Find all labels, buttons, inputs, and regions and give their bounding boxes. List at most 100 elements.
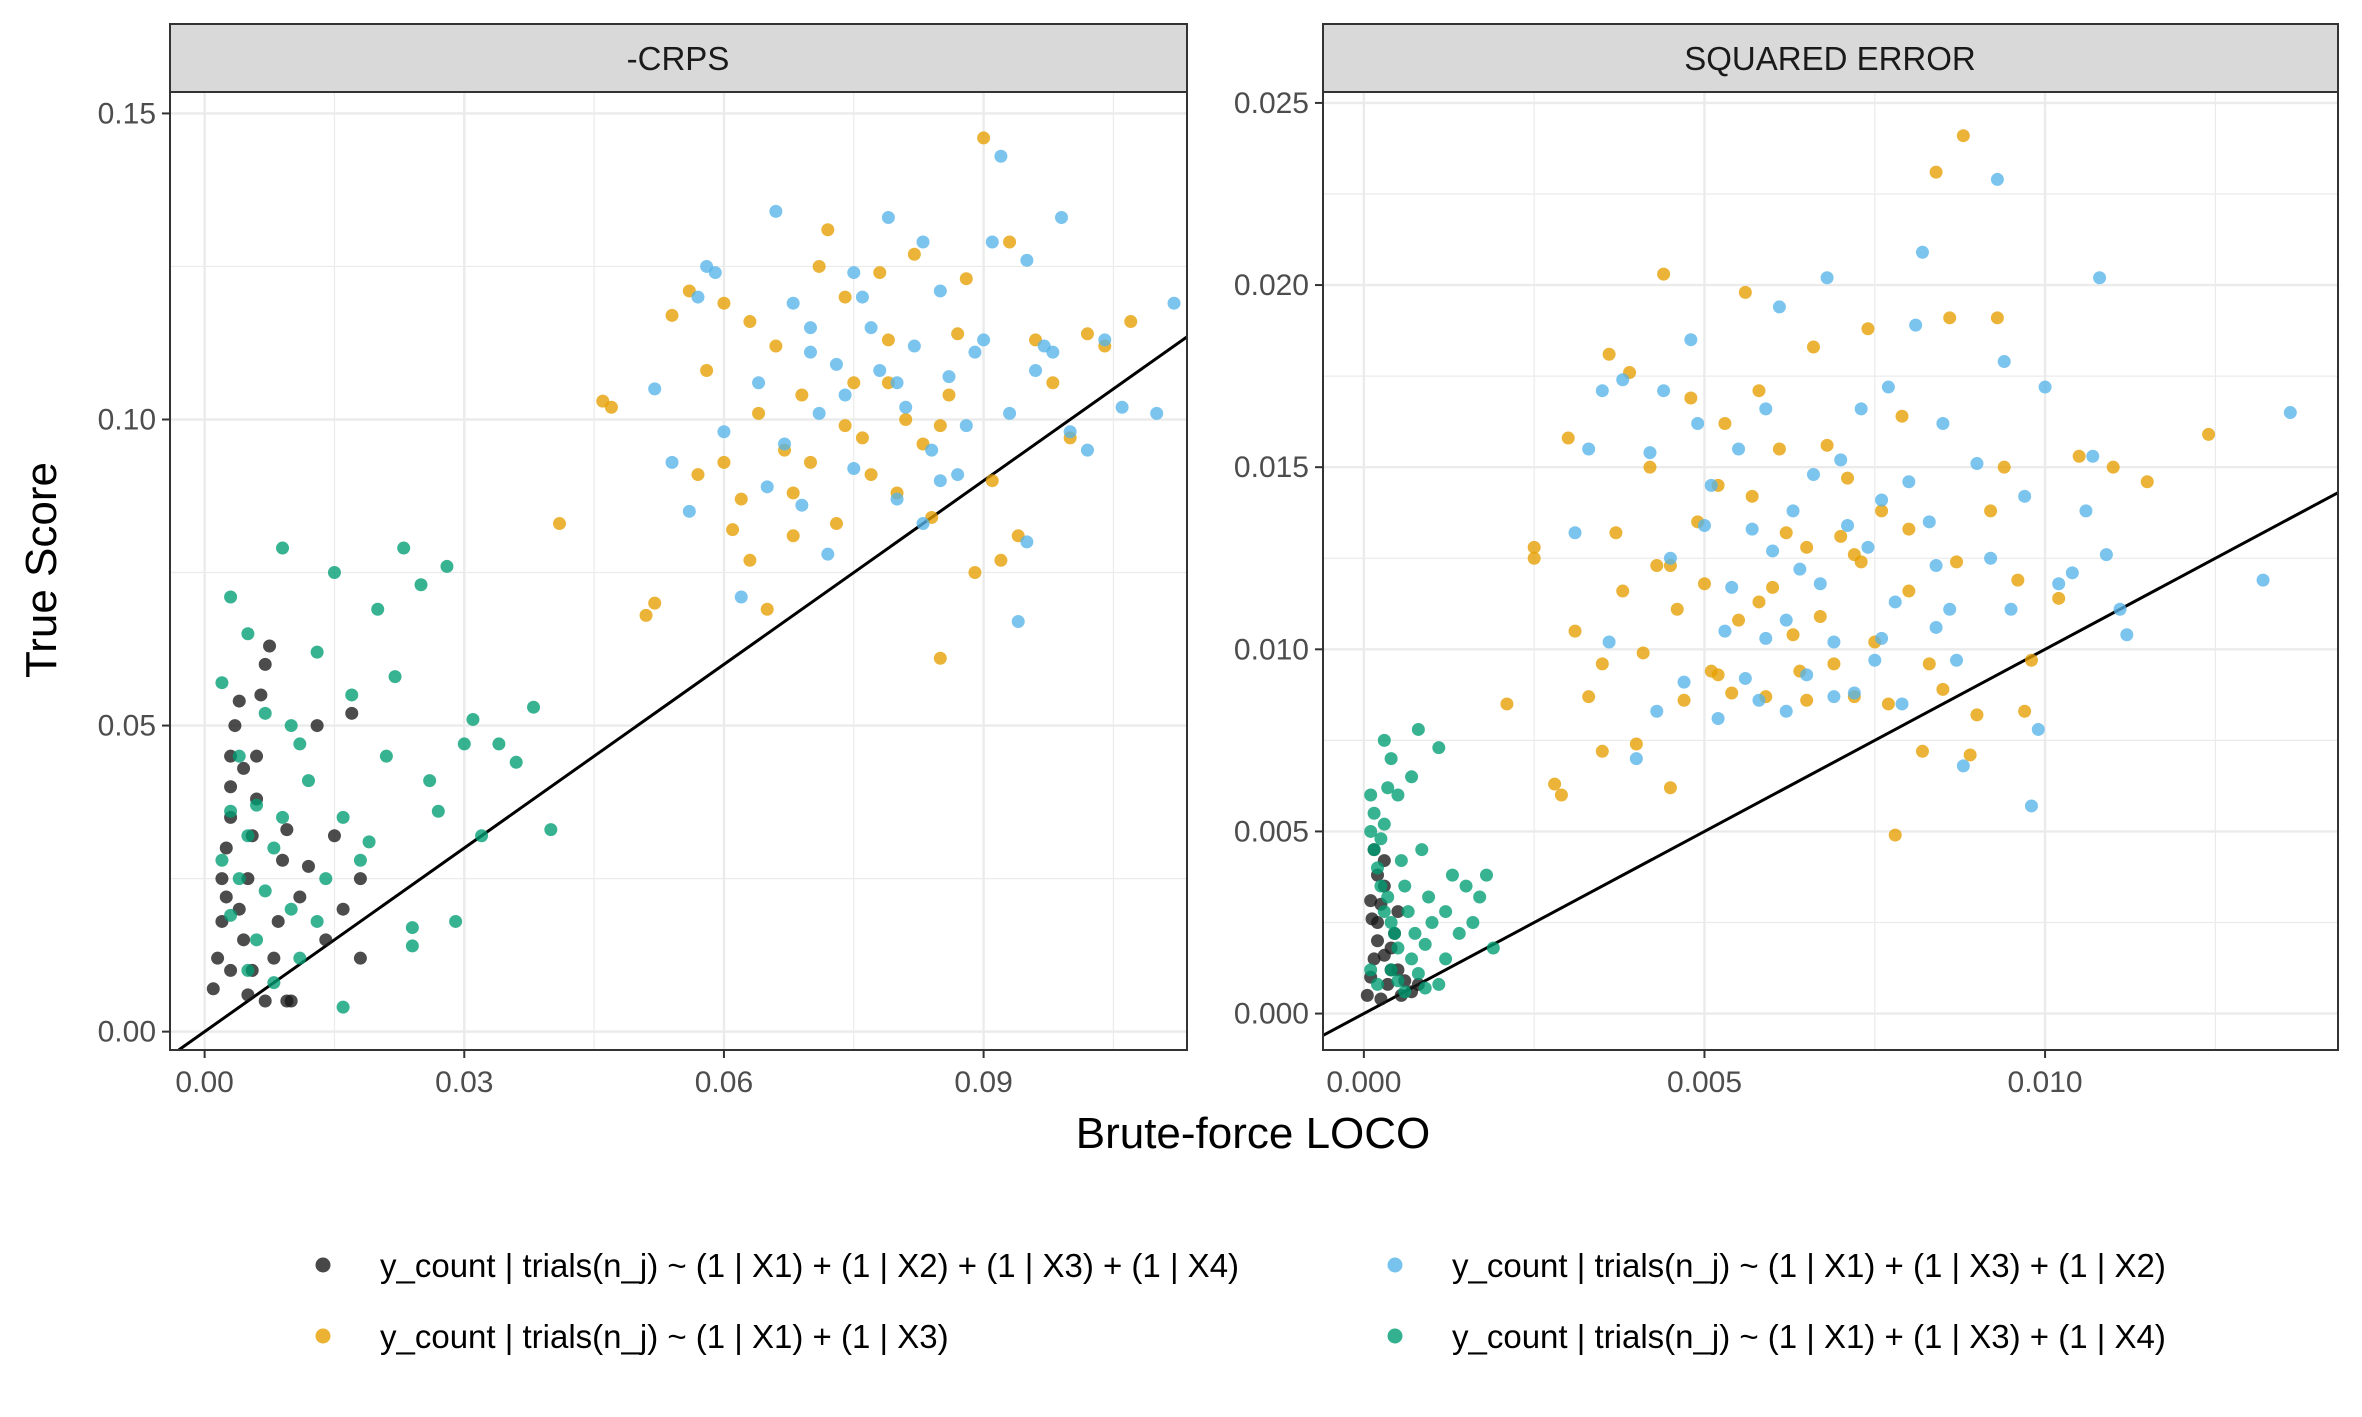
point-drop_x4_x2: [942, 370, 956, 384]
point-drop_x2: [1473, 890, 1487, 904]
point-drop_x4_x2: [2079, 504, 2093, 518]
point-drop_x2: [1364, 788, 1378, 802]
point-drop_x4: [1046, 376, 1060, 390]
point-full: [206, 982, 220, 996]
y-tick-label: 0.025: [1234, 87, 1309, 120]
point-drop_x2: [1418, 981, 1432, 995]
point-drop_x4_x2: [691, 290, 705, 304]
grid-squared-error: [1323, 92, 2338, 1050]
point-full: [353, 951, 367, 965]
point-drop_x2: [310, 645, 324, 659]
point-drop_x4_x2: [1766, 544, 1780, 558]
legend-swatch-full: [315, 1257, 331, 1273]
point-drop_x4: [2011, 573, 2025, 587]
point-drop_x4_x2: [1772, 300, 1786, 314]
point-drop_x4: [1500, 697, 1514, 711]
point-drop_x4: [743, 315, 757, 329]
point-full: [232, 694, 246, 708]
point-drop_x2: [449, 914, 463, 928]
point-drop_x2: [241, 963, 255, 977]
point-drop_x4: [1609, 526, 1623, 540]
point-drop_x4: [717, 455, 731, 469]
point-drop_x4_x2: [2113, 602, 2127, 616]
point-drop_x4_x2: [2283, 406, 2297, 420]
point-drop_x4: [2202, 427, 2216, 441]
point-drop_x4: [2106, 460, 2120, 474]
x-tick-label: 0.010: [2008, 1066, 2083, 1099]
point-drop_x4: [951, 327, 965, 341]
point-drop_x4_x2: [1868, 653, 1882, 667]
strip-title-squared-error: SQUARED ERROR: [1684, 40, 1976, 77]
point-full: [1391, 905, 1405, 919]
point-drop_x2: [1398, 985, 1412, 999]
point-drop_x2: [267, 841, 281, 855]
point-drop_x4_x2: [1011, 615, 1025, 629]
point-drop_x4: [1888, 828, 1902, 842]
point-drop_x2: [1377, 733, 1391, 747]
point-drop_x2: [1479, 868, 1493, 882]
point-drop_x2: [284, 902, 298, 916]
point-drop_x4_x2: [2004, 602, 2018, 616]
x-ticks-crps: 0.00 0.03 0.06 0.09: [175, 1050, 1013, 1099]
point-drop_x4_x2: [1875, 631, 1889, 645]
strip-crps: [169, 23, 1188, 93]
legend-label-full: y_count | trials(n_j) ~ (1 | X1) + (1 | …: [380, 1247, 1239, 1284]
point-drop_x4_x2: [1677, 675, 1691, 689]
point-full: [219, 890, 233, 904]
point-drop_x2: [1401, 905, 1415, 919]
point-full: [280, 823, 294, 837]
point-drop_x4_x2: [1922, 515, 1936, 529]
point-drop_x4: [700, 364, 714, 378]
point-drop_x4: [786, 529, 800, 543]
point-drop_x4_x2: [1806, 467, 1820, 481]
point-drop_x2: [1377, 905, 1391, 919]
point-drop_x4_x2: [2099, 548, 2113, 562]
point-full: [1365, 912, 1379, 926]
panel-squared-error: SQUARED ERROR 0.000 0.005 0.010 0.000 0.005…: [1234, 23, 2339, 1099]
point-drop_x4_x2: [1943, 602, 1957, 616]
point-drop_x4_x2: [648, 382, 662, 396]
point-drop_x4: [1943, 311, 1957, 325]
point-drop_x4_x2: [1684, 333, 1698, 347]
legend-item-full: y_count | trials(n_j) ~ (1 | X1) + (1 | …: [315, 1247, 1239, 1284]
point-drop_x4: [1582, 690, 1596, 704]
point-drop_x4: [838, 419, 852, 433]
point-full: [224, 780, 238, 794]
x-axis-title: Brute-force LOCO: [1076, 1109, 1431, 1158]
legend-swatch-drop-x4-x2: [1387, 1257, 1403, 1273]
point-full: [1360, 988, 1374, 1002]
point-drop_x4_x2: [1936, 416, 1950, 430]
y-tick-label: 0.000: [1234, 998, 1309, 1031]
point-drop_x2: [544, 823, 558, 837]
point-drop_x4_x2: [1841, 518, 1855, 532]
point-drop_x2: [1370, 861, 1384, 875]
point-drop_x4_x2: [907, 339, 921, 353]
point-drop_x4_x2: [1657, 384, 1671, 398]
point-drop_x4_x2: [1080, 443, 1094, 457]
point-drop_x2: [1384, 963, 1398, 977]
point-drop_x2: [362, 835, 376, 849]
point-drop_x2: [397, 541, 411, 555]
point-drop_x2: [1364, 963, 1378, 977]
point-drop_x4: [1772, 442, 1786, 456]
point-drop_x4: [1554, 788, 1568, 802]
point-drop_x4: [1670, 602, 1684, 616]
point-drop_x2: [1459, 879, 1473, 893]
point-full: [353, 872, 367, 886]
x-tick-label: 0.005: [1667, 1066, 1742, 1099]
point-drop_x4_x2: [1984, 551, 1998, 565]
point-drop_x4_x2: [1697, 518, 1711, 532]
point-drop_x4: [803, 455, 817, 469]
point-drop_x4_x2: [1834, 453, 1848, 467]
point-drop_x4: [942, 388, 956, 402]
point-drop_x4_x2: [1929, 559, 1943, 573]
y-ticks-crps: 0.00 0.05 0.10 0.15: [98, 97, 170, 1049]
y-tick-label: 0.05: [98, 710, 156, 743]
point-drop_x4: [1929, 165, 1943, 179]
point-drop_x4: [812, 259, 826, 273]
point-full: [228, 719, 242, 733]
point-drop_x4_x2: [1054, 210, 1068, 224]
point-drop_x4_x2: [890, 376, 904, 390]
point-drop_x4_x2: [1732, 442, 1746, 456]
point-drop_x4_x2: [803, 345, 817, 359]
